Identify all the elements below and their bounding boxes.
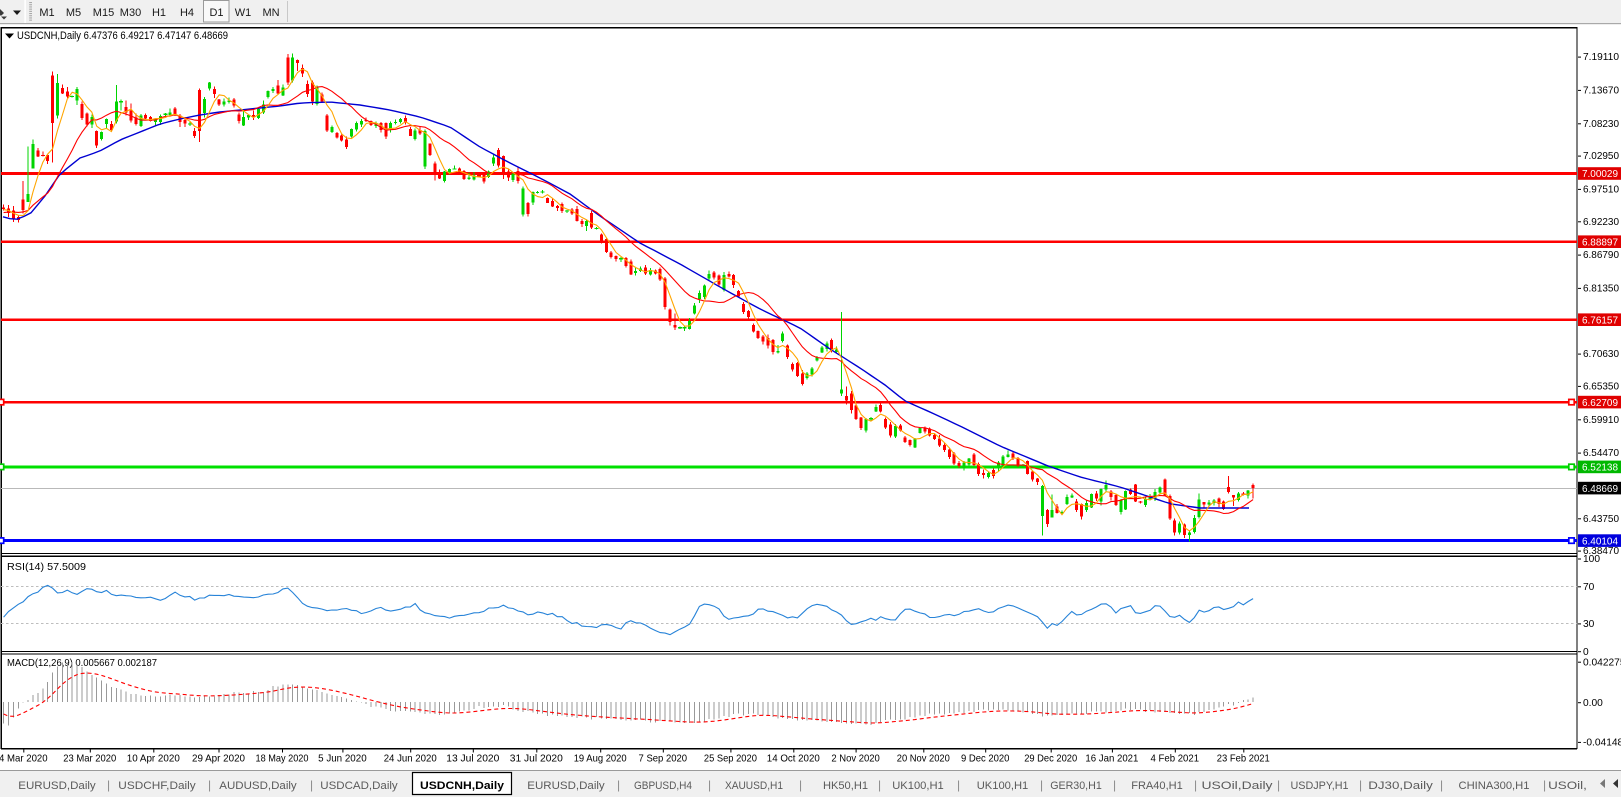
svg-text:MN: MN <box>262 7 279 19</box>
svg-text:20 Nov 2020: 20 Nov 2020 <box>897 754 950 765</box>
svg-text:70: 70 <box>1583 582 1595 593</box>
svg-text:6.81350: 6.81350 <box>1583 284 1619 295</box>
svg-text:2 Nov 2020: 2 Nov 2020 <box>831 754 880 765</box>
svg-text:6.54470: 6.54470 <box>1583 448 1619 459</box>
svg-text:6.59910: 6.59910 <box>1583 415 1619 426</box>
svg-text:23 Feb 2021: 23 Feb 2021 <box>1217 754 1270 765</box>
svg-text:100: 100 <box>1583 554 1600 565</box>
svg-text:31 Jul 2020: 31 Jul 2020 <box>510 754 563 765</box>
svg-text:|: | <box>957 778 960 792</box>
svg-text:USDCHF,Daily: USDCHF,Daily <box>118 780 196 792</box>
svg-text:USOil,Daily: USOil,Daily <box>1202 780 1273 792</box>
svg-text:13 Jul 2020: 13 Jul 2020 <box>446 754 499 765</box>
svg-text:M5: M5 <box>66 7 81 19</box>
svg-text:|: | <box>708 778 711 792</box>
svg-text:0.00: 0.00 <box>1583 698 1603 709</box>
svg-text:10 Apr 2020: 10 Apr 2020 <box>127 754 180 765</box>
svg-text:6.65350: 6.65350 <box>1583 382 1619 393</box>
svg-text:|: | <box>799 778 802 792</box>
svg-text:CHINA300,H1: CHINA300,H1 <box>1459 780 1530 792</box>
svg-text:-0.04148: -0.04148 <box>1583 738 1621 749</box>
svg-text:|: | <box>1543 778 1546 792</box>
svg-text:RSI(14) 57.5009: RSI(14) 57.5009 <box>7 562 86 573</box>
svg-text:USDJPY,H1: USDJPY,H1 <box>1290 780 1348 792</box>
svg-text:|: | <box>1040 778 1043 792</box>
svg-text:5 Jun 2020: 5 Jun 2020 <box>318 754 367 765</box>
svg-text:|: | <box>208 778 211 792</box>
svg-text:|: | <box>1359 778 1362 792</box>
svg-text:6.40104: 6.40104 <box>1582 536 1618 547</box>
svg-text:|: | <box>617 778 620 792</box>
svg-text:6.43750: 6.43750 <box>1583 514 1619 525</box>
svg-text:EURUSD,Daily: EURUSD,Daily <box>527 780 605 792</box>
svg-text:|: | <box>1194 778 1197 792</box>
svg-text:M15: M15 <box>93 7 114 19</box>
svg-text:H1: H1 <box>152 7 166 19</box>
svg-text:0: 0 <box>1583 647 1589 658</box>
svg-text:25 Sep 2020: 25 Sep 2020 <box>704 754 757 765</box>
svg-text:23 Mar 2020: 23 Mar 2020 <box>63 754 116 765</box>
svg-text:USDCNH,Daily 6.47376 6.49217: USDCNH,Daily 6.47376 6.49217 6.47147 6.4… <box>17 30 228 42</box>
svg-text:0.042275: 0.042275 <box>1583 657 1621 668</box>
svg-text:6.97510: 6.97510 <box>1583 185 1619 196</box>
svg-text:6.86790: 6.86790 <box>1583 250 1619 261</box>
svg-text:7.13670: 7.13670 <box>1583 86 1619 97</box>
svg-text:7.00029: 7.00029 <box>1582 169 1618 180</box>
svg-text:6.48669: 6.48669 <box>1582 484 1618 495</box>
svg-text:7.02950: 7.02950 <box>1583 151 1619 162</box>
svg-text:6.52138: 6.52138 <box>1582 463 1618 474</box>
svg-text:6.92230: 6.92230 <box>1583 217 1619 228</box>
svg-text:18 May 2020: 18 May 2020 <box>256 754 309 765</box>
svg-text:6.76157: 6.76157 <box>1582 315 1618 326</box>
svg-text:AUDUSD,Daily: AUDUSD,Daily <box>219 780 297 792</box>
svg-text:30: 30 <box>1583 619 1595 630</box>
svg-text:9 Dec 2020: 9 Dec 2020 <box>961 754 1010 765</box>
svg-text:29 Apr 2020: 29 Apr 2020 <box>192 754 245 765</box>
svg-text:GER30,H1: GER30,H1 <box>1050 780 1102 792</box>
svg-text:7.19110: 7.19110 <box>1583 52 1619 63</box>
svg-text:4 Mar 2020: 4 Mar 2020 <box>0 754 48 765</box>
svg-text:|: | <box>1113 778 1116 792</box>
svg-text:M30: M30 <box>120 7 141 19</box>
svg-text:FRA40,H1: FRA40,H1 <box>1131 780 1183 792</box>
svg-text:M1: M1 <box>39 7 54 19</box>
svg-text:14 Oct 2020: 14 Oct 2020 <box>767 754 820 765</box>
svg-text:|: | <box>1277 778 1280 792</box>
svg-text:|: | <box>878 778 881 792</box>
svg-text:D1: D1 <box>209 7 223 19</box>
svg-text:|: | <box>310 778 313 792</box>
svg-text:XAUUSD,H1: XAUUSD,H1 <box>725 780 783 792</box>
svg-text:EURUSD,Daily: EURUSD,Daily <box>18 780 96 792</box>
svg-text:6.38470: 6.38470 <box>1583 546 1619 557</box>
svg-text:UK100,H1: UK100,H1 <box>892 780 944 792</box>
svg-text:16 Jan 2021: 16 Jan 2021 <box>1085 754 1138 765</box>
svg-text:UK100,H1: UK100,H1 <box>977 780 1029 792</box>
svg-text:USDCNH,Daily: USDCNH,Daily <box>420 780 505 792</box>
svg-text:DJ30,Daily: DJ30,Daily <box>1368 780 1433 792</box>
svg-text:|: | <box>107 778 110 792</box>
svg-text:MACD(12,26,9) 0.005667 0.00218: MACD(12,26,9) 0.005667 0.002187 <box>7 658 157 669</box>
svg-text:7 Sep 2020: 7 Sep 2020 <box>639 754 688 765</box>
svg-text:6.62709: 6.62709 <box>1582 398 1618 409</box>
svg-text:24 Jun 2020: 24 Jun 2020 <box>384 754 437 765</box>
svg-text:7.08230: 7.08230 <box>1583 119 1619 130</box>
svg-text:USOil,: USOil, <box>1548 780 1587 792</box>
svg-text:|: | <box>1440 778 1443 792</box>
svg-text:H4: H4 <box>180 7 194 19</box>
svg-text:USDCAD,Daily: USDCAD,Daily <box>320 780 398 792</box>
svg-text:HK50,H1: HK50,H1 <box>823 780 868 792</box>
svg-text:6.88897: 6.88897 <box>1582 237 1618 248</box>
svg-text:W1: W1 <box>235 7 252 19</box>
svg-text:GBPUSD,H4: GBPUSD,H4 <box>634 780 692 792</box>
svg-text:4 Feb 2021: 4 Feb 2021 <box>1151 754 1200 765</box>
svg-text:19 Aug 2020: 19 Aug 2020 <box>574 754 627 765</box>
svg-text:29 Dec 2020: 29 Dec 2020 <box>1024 754 1077 765</box>
svg-text:6.70630: 6.70630 <box>1583 349 1619 360</box>
